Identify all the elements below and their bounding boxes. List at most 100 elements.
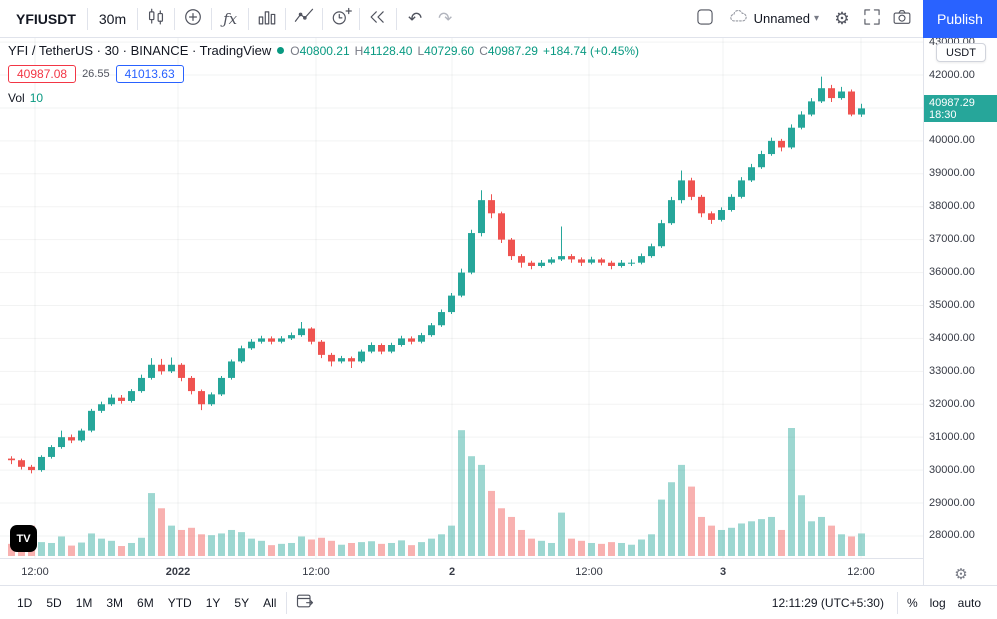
high-value: 41128.40 <box>363 43 413 58</box>
volume-label: Vol <box>8 91 25 105</box>
price-axis-label: 36000.00 <box>929 266 975 279</box>
settings-button[interactable]: ⚙ <box>827 5 857 33</box>
price-unit-toggle[interactable]: USDT <box>936 43 986 62</box>
compare-button[interactable] <box>178 5 208 33</box>
toolbar-separator <box>174 7 176 30</box>
open-value: 40800.21 <box>299 43 350 58</box>
log-scale-button[interactable]: log <box>924 592 952 614</box>
fullscreen-icon <box>861 6 883 31</box>
ohlc-values: O40800.21 H41128.40 L40729.60 C40987.29 … <box>290 44 639 58</box>
axis-gear-icon[interactable]: ⚙ <box>954 566 968 583</box>
toolbar-separator <box>137 7 139 30</box>
price-axis-label: 35000.00 <box>929 298 975 311</box>
undo-arrow-icon: ↶ <box>408 9 423 28</box>
price-axis-label: 30000.00 <box>929 463 975 476</box>
chart-pattern-button[interactable] <box>289 5 319 33</box>
layout-square-icon <box>694 6 716 31</box>
time-axis-label: 12:00 <box>575 566 603 578</box>
chart-canvas[interactable]: YFI / TetherUS · 30 · BINANCE · TradingV… <box>0 38 923 558</box>
low-value: 40729.60 <box>424 43 475 58</box>
snapshot-button[interactable] <box>887 5 917 33</box>
publish-button[interactable]: Publish <box>923 0 997 38</box>
range-button-5D[interactable]: 5D <box>39 592 68 614</box>
toolbar-separator <box>248 7 250 30</box>
time-axis-label: 2 <box>448 566 456 578</box>
current-time-display[interactable]: 12:11:29 (UTC+5:30) <box>771 595 884 610</box>
time-axis-label: 2022 <box>165 566 191 578</box>
undo-button[interactable]: ↶ <box>400 5 430 33</box>
open-label: O <box>290 43 300 58</box>
save-layout-button[interactable]: Unnamed ▾ <box>720 5 827 33</box>
range-button-3M[interactable]: 3M <box>99 592 130 614</box>
bottom-toolbar: 1D 5D 1M 3M 6M YTD 1Y 5Y All 12:11:29 (UTC+5:30)… <box>0 585 997 619</box>
range-button-1D[interactable]: 1D <box>10 592 39 614</box>
tradingview-logo[interactable]: TV <box>10 525 37 552</box>
range-button-All[interactable]: All <box>256 592 283 614</box>
price-axis-label: 33000.00 <box>929 364 975 377</box>
buy-price-button[interactable]: 41013.63 <box>115 65 184 83</box>
create-alert-button[interactable] <box>326 5 356 33</box>
redo-button[interactable]: ↷ <box>430 5 460 33</box>
toolbar-separator <box>896 591 898 614</box>
plus-circle-icon <box>181 5 205 32</box>
chevron-down-icon: ▾ <box>813 13 819 24</box>
chart-type-button[interactable] <box>141 5 171 33</box>
last-price-badge: 40987.29 18:30 <box>924 95 997 123</box>
close-value: 40987.29 <box>487 43 538 58</box>
volume-value: 10 <box>29 91 44 105</box>
price-axis-label: 42000.00 <box>929 68 975 81</box>
symbol-button[interactable]: YFIUSDT <box>8 5 84 33</box>
toolbar-separator <box>285 7 287 30</box>
layout-button[interactable] <box>690 5 720 33</box>
zigzag-line-icon <box>292 5 316 32</box>
price-axis-label: 43000.00 <box>929 38 975 48</box>
range-button-1Y[interactable]: 1Y <box>199 592 228 614</box>
range-button-YTD[interactable]: YTD <box>161 592 199 614</box>
time-axis-label: 12:00 <box>847 566 875 578</box>
percent-scale-button[interactable]: % <box>901 592 924 614</box>
volume-legend[interactable]: Vol 10 <box>8 91 639 105</box>
indicators-button[interactable]: ƒx <box>215 5 245 33</box>
redo-arrow-icon: ↷ <box>438 9 453 28</box>
tv-logo-icon: TV <box>16 532 31 545</box>
range-button-6M[interactable]: 6M <box>130 592 161 614</box>
toolbar-separator <box>86 7 88 30</box>
toolbar-separator <box>359 7 361 30</box>
time-axis-label: 12:00 <box>302 566 330 578</box>
high-label: H <box>354 43 364 58</box>
candles-icon <box>144 5 168 32</box>
price-axis-label: 32000.00 <box>929 397 975 410</box>
bar-replay-button[interactable] <box>363 5 393 33</box>
price-axis-label: 34000.00 <box>929 331 975 344</box>
market-status-dot[interactable] <box>277 47 285 54</box>
price-axis-label: 40000.00 <box>929 134 975 147</box>
chart-legend: YFI / TetherUS · 30 · BINANCE · TradingV… <box>8 43 639 105</box>
fullscreen-button[interactable] <box>857 5 887 33</box>
low-label: L <box>417 43 425 58</box>
price-axis-label: 39000.00 <box>929 167 975 180</box>
toolbar-separator <box>396 7 398 30</box>
legend-symbol-title[interactable]: YFI / TetherUS · 30 · BINANCE · TradingV… <box>8 43 272 58</box>
time-axis-label: 12:00 <box>21 566 49 578</box>
sell-price-button[interactable]: 40987.08 <box>8 65 77 83</box>
layout-name-label: Unnamed <box>753 11 810 26</box>
spread-value: 26.55 <box>82 68 110 80</box>
auto-scale-button[interactable]: auto <box>952 592 987 614</box>
indicator-templates-button[interactable] <box>252 5 282 33</box>
range-button-5Y[interactable]: 5Y <box>227 592 256 614</box>
last-price-value: 40987.29 <box>929 97 975 110</box>
price-axis[interactable]: 28000.00 29000.00 30000.00 31000.00 32000.00… <box>923 38 997 585</box>
bar-countdown: 18:30 <box>929 109 957 122</box>
price-axis-label: 29000.00 <box>929 496 975 509</box>
toolbar-separator <box>286 591 288 614</box>
range-button-1M[interactable]: 1M <box>69 592 100 614</box>
range-buttons: 1D 5D 1M 3M 6M YTD 1Y 5Y All <box>10 592 283 614</box>
time-axis-label: 3 <box>719 566 727 578</box>
go-to-date-icon <box>295 591 315 614</box>
time-axis[interactable]: 12:00 2022 12:00 2 12:00 3 12:00 <box>0 558 923 586</box>
candlestick-chart <box>0 38 923 558</box>
interval-button[interactable]: 30m <box>91 5 134 33</box>
toolbar-separator <box>211 7 213 30</box>
go-to-date-button[interactable] <box>290 590 320 616</box>
